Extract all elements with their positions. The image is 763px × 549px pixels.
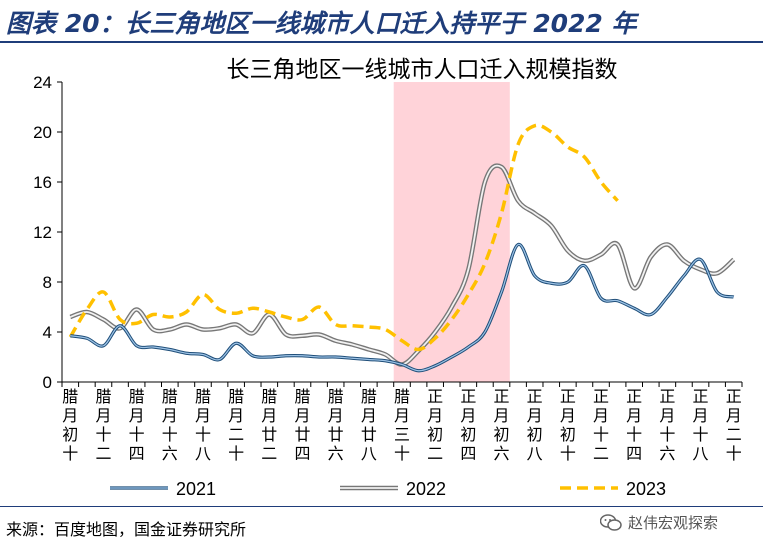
footer-rule xyxy=(0,506,763,507)
x-tick-label: 腊月二十 xyxy=(228,387,244,463)
header-rule xyxy=(0,41,763,43)
x-tick-label: 腊月十四 xyxy=(129,387,145,463)
x-tick-label: 腊月初十 xyxy=(62,387,78,463)
watermark: 赵伟宏观探索 xyxy=(600,512,718,533)
y-tick-label: 24 xyxy=(33,73,52,92)
legend-item-2023: 2023 xyxy=(560,479,666,499)
x-tick-label: 腊月十六 xyxy=(162,387,178,463)
x-tick-label: 腊月廿八 xyxy=(361,387,377,463)
chart: 长三角地区一线城市人口迁入规模指数 0 4 8 12 16 20 24 腊月初十 腊月十二 腊月十四… xyxy=(33,57,743,499)
chart-title: 长三角地区一线城市人口迁入规模指数 xyxy=(227,57,618,83)
y-tick-label: 20 xyxy=(33,123,52,142)
source-note: 来源：百度地图，国金证券研究所 xyxy=(6,520,247,539)
y-tick-label: 12 xyxy=(33,223,52,242)
legend-label-2022: 2022 xyxy=(406,479,446,499)
figure-title: 图表 20：长三角地区一线城市人口迁入持平于 2022 年 xyxy=(6,9,637,38)
x-tick-label: 正月初八 xyxy=(527,387,543,463)
x-tick-label: 正月十六 xyxy=(659,387,675,463)
y-tick-label: 8 xyxy=(43,273,52,292)
holiday-shade xyxy=(393,82,510,382)
y-tick-label: 0 xyxy=(43,373,52,392)
y-tick-label: 16 xyxy=(33,173,52,192)
series-line-2023 xyxy=(68,123,619,352)
x-tick-label: 正月十二 xyxy=(593,387,609,463)
watermark-text: 赵伟宏观探索 xyxy=(628,514,719,532)
x-tick-label: 正月十四 xyxy=(626,387,642,463)
legend-item-2022: 2022 xyxy=(340,479,446,499)
x-tick-label: 正月初六 xyxy=(494,387,510,463)
legend-item-2021: 2021 xyxy=(110,479,216,499)
x-tick-label: 腊月廿六 xyxy=(328,387,344,463)
wechat-icon xyxy=(600,513,622,531)
x-tick-label: 正月初四 xyxy=(460,387,476,463)
x-tick-label: 正月十八 xyxy=(693,387,709,463)
x-tick-label: 腊月廿四 xyxy=(294,387,310,463)
x-tick-label: 正月初二 xyxy=(427,387,443,463)
x-tick-label: 腊月廿二 xyxy=(261,387,277,463)
x-tick-label: 正月二十 xyxy=(726,387,742,463)
header: 图表 20：长三角地区一线城市人口迁入持平于 2022 年 xyxy=(0,0,763,41)
legend-label-2023: 2023 xyxy=(626,479,666,499)
x-tick-label: 腊月三十 xyxy=(394,387,410,463)
series-line-2021 xyxy=(70,243,734,372)
x-tick-label: 正月初十 xyxy=(560,387,576,463)
x-tick-label: 腊月十八 xyxy=(195,387,211,463)
x-tick-label: 腊月十二 xyxy=(95,387,111,463)
y-tick-label: 4 xyxy=(43,323,52,342)
legend-label-2021: 2021 xyxy=(176,479,216,499)
